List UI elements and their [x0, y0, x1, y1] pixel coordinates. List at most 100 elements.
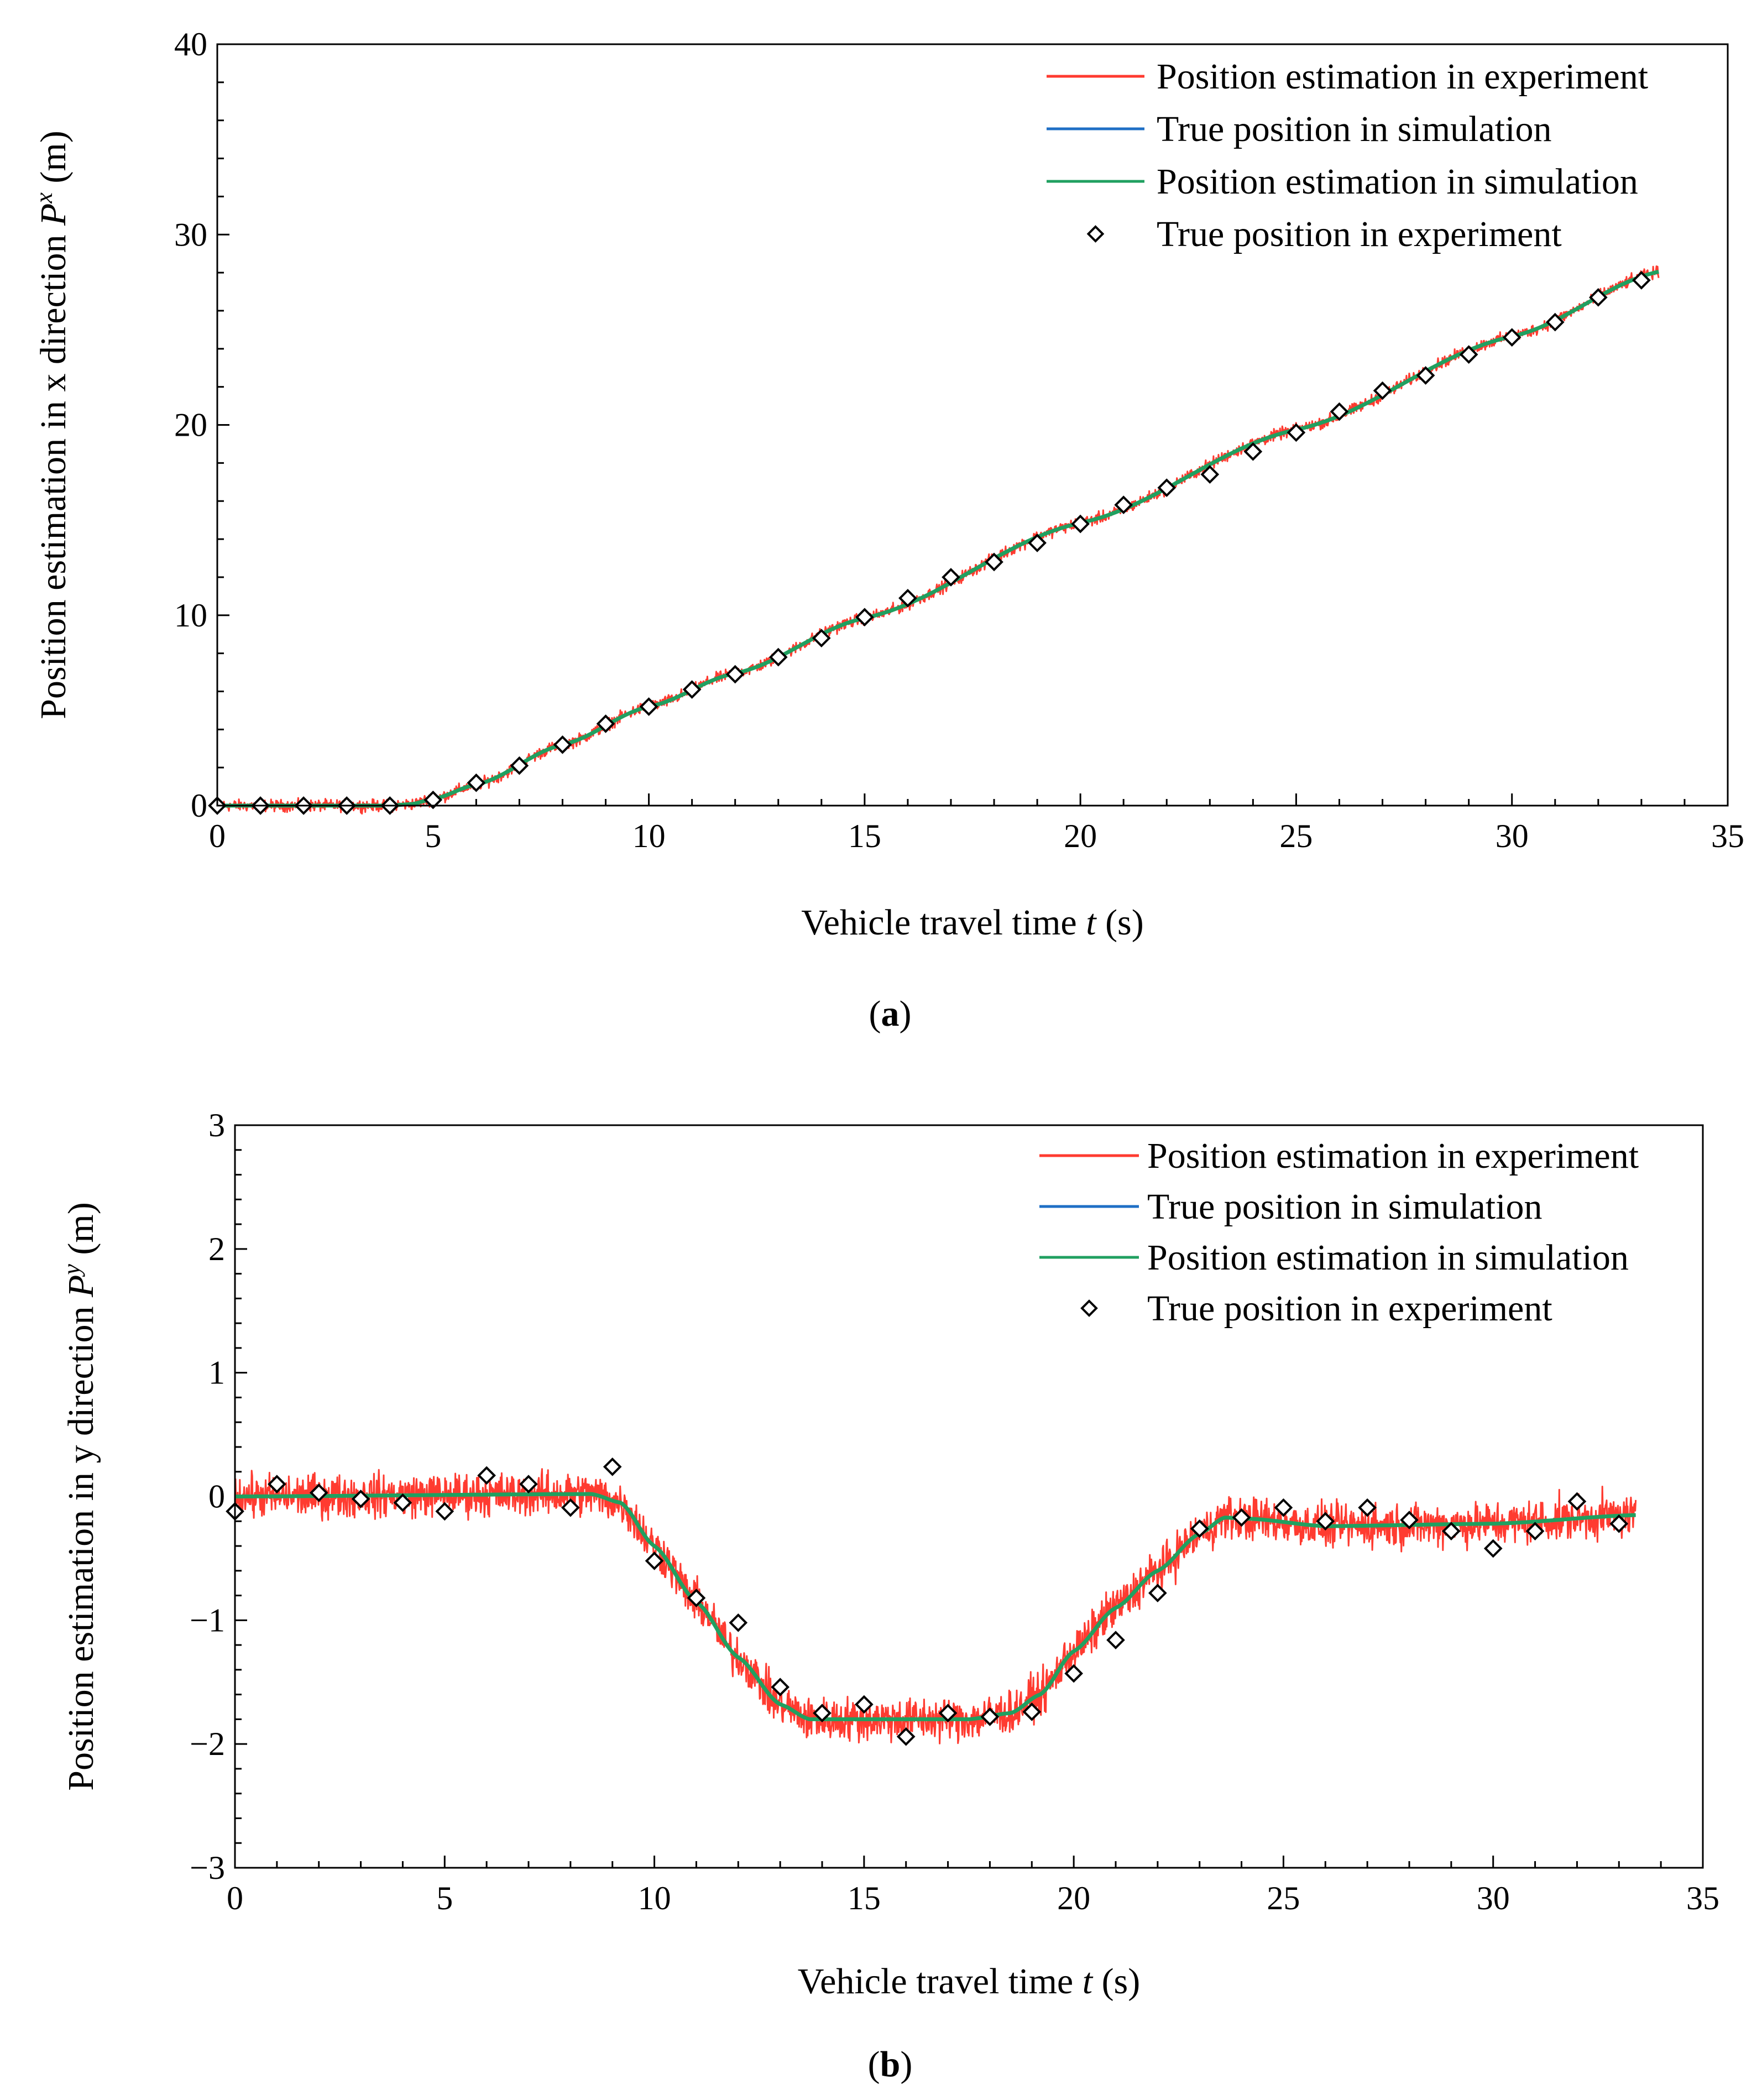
experiment-true-point — [1243, 442, 1263, 461]
y-axis-label: Position estimation in x direction Px (m… — [30, 130, 74, 719]
experiment-true-point — [1589, 288, 1608, 307]
legend-label: True position in experiment — [1157, 214, 1562, 254]
experiment-true-point — [1483, 1539, 1503, 1558]
y-tick-label: −1 — [190, 1602, 225, 1638]
experiment-true-point — [1064, 1664, 1083, 1683]
experiment-true-point — [553, 735, 572, 754]
experiment-true-point — [938, 1704, 958, 1723]
experiment-true-point — [1416, 366, 1435, 385]
experiment-true-point — [1502, 328, 1522, 347]
experiment-true-point — [855, 608, 874, 627]
experiment-true-point — [771, 1678, 789, 1697]
experiment-true-point — [1316, 1512, 1335, 1531]
simulation-estimate-line — [235, 1492, 1636, 1721]
experiment-true-point — [1567, 1492, 1587, 1511]
caption: (a) — [869, 994, 912, 1034]
experiment-true-point — [896, 1727, 916, 1746]
experiment-true-point — [1442, 1522, 1461, 1541]
y-tick-label: 3 — [208, 1107, 225, 1143]
experiment-true-point — [519, 1475, 538, 1493]
x-tick-label: 0 — [209, 818, 226, 854]
experiment-true-point — [729, 1613, 748, 1632]
experiment-true-point — [1232, 1508, 1251, 1527]
legend: Position estimation in experiment True po… — [1039, 1136, 1639, 1329]
experiment-true-point — [510, 756, 529, 775]
simulation-estimate-line — [217, 269, 1659, 808]
y-axis-label: Position estimation in y direction Py (m… — [58, 1202, 102, 1790]
experiment-true-point — [1358, 1498, 1377, 1517]
experiment-true-point — [561, 1498, 580, 1517]
legend-label: Position estimation in experiment — [1157, 56, 1648, 97]
experiment-estimate-line — [216, 265, 1660, 815]
x-tick-label: 5 — [436, 1880, 453, 1916]
x-tick-label: 35 — [1711, 818, 1744, 854]
x-tick-label: 0 — [227, 1880, 243, 1916]
experiment-true-point — [1632, 271, 1651, 290]
legend-marker-swatch — [1080, 1299, 1098, 1317]
experiment-true-point — [1022, 1702, 1042, 1721]
x-axis-label: Vehicle travel time t (s) — [801, 902, 1143, 943]
x-axis-label: Vehicle travel time t (s) — [798, 1961, 1140, 2002]
x-tick-label: 10 — [632, 818, 666, 854]
experiment-true-point — [1106, 1631, 1125, 1649]
legend-label: True position in simulation — [1157, 109, 1551, 149]
legend: Position estimation in experiment True po… — [1047, 56, 1648, 254]
experiment-true-point — [1609, 1514, 1629, 1533]
y-tick-label: 10 — [174, 597, 207, 634]
x-tick-label: 30 — [1477, 1880, 1510, 1916]
x-tick-label: 5 — [425, 818, 441, 854]
y-tick-label: 0 — [208, 1479, 225, 1515]
legend-label: Position estimation in experiment — [1147, 1136, 1639, 1176]
x-tick-label: 10 — [638, 1880, 671, 1916]
experiment-true-point — [309, 1483, 328, 1502]
panel-a: 0 5 10 15 20 25 30 35 0 10 20 30 40 Position estima… — [30, 26, 1745, 1034]
x-tick-label: 15 — [848, 818, 881, 854]
x-tick-label: 15 — [848, 1880, 881, 1916]
experiment-true-point — [1190, 1519, 1209, 1538]
legend-label: Position estimation in simulation — [1157, 161, 1638, 202]
experiment-true-point — [980, 1707, 1000, 1726]
experiment-true-point — [467, 773, 486, 792]
legend-label: True position in experiment — [1147, 1288, 1552, 1329]
true-simulation-line — [217, 270, 1659, 807]
experiment-true-point — [768, 647, 788, 667]
y-tick-label: −2 — [190, 1726, 225, 1762]
experiment-true-point — [423, 790, 443, 809]
y-tick-label: 30 — [174, 216, 207, 253]
experiment-true-point — [1287, 423, 1306, 442]
experiment-true-point — [1330, 402, 1349, 421]
experiment-true-point — [1373, 381, 1392, 400]
experiment-true-point — [268, 1475, 286, 1493]
experiment-true-point — [1545, 312, 1565, 332]
y-tick-label: 2 — [208, 1231, 225, 1267]
experiment-true-point — [603, 1457, 622, 1476]
y-tick-label: −3 — [190, 1850, 225, 1886]
experiment-true-point — [1200, 465, 1220, 484]
experiment-true-point — [898, 588, 917, 608]
experiment-true-point — [351, 1490, 370, 1508]
x-tick-label: 35 — [1686, 1880, 1719, 1916]
experiment-true-point — [1157, 478, 1177, 497]
legend-marker-swatch — [1086, 225, 1105, 243]
experiment-true-point — [725, 665, 745, 684]
experiment-true-point — [639, 697, 658, 716]
x-tick-label: 25 — [1267, 1880, 1300, 1916]
experiment-true-point — [645, 1552, 664, 1570]
experiment-true-point — [596, 714, 615, 733]
panel-b: 0 5 10 15 20 25 30 35 −3 −2 −1 0 1 2 3 Position estim… — [58, 1107, 1720, 2085]
x-tick-label: 20 — [1057, 1880, 1090, 1916]
legend-label: Position estimation in simulation — [1147, 1237, 1629, 1278]
experiment-true-point — [1525, 1522, 1545, 1541]
experiment-true-point — [812, 629, 831, 647]
y-tick-label: 1 — [208, 1355, 225, 1391]
experiment-true-point — [1071, 514, 1090, 534]
experiment-true-point — [1148, 1584, 1167, 1602]
caption: (b) — [868, 2044, 913, 2085]
experiment-true-point — [942, 568, 960, 587]
legend-label: True position in simulation — [1147, 1187, 1542, 1227]
experiment-true-point — [813, 1704, 832, 1723]
x-tick-label: 30 — [1496, 818, 1529, 854]
y-tick-label: 0 — [191, 787, 207, 824]
experiment-true-point — [1274, 1498, 1293, 1517]
